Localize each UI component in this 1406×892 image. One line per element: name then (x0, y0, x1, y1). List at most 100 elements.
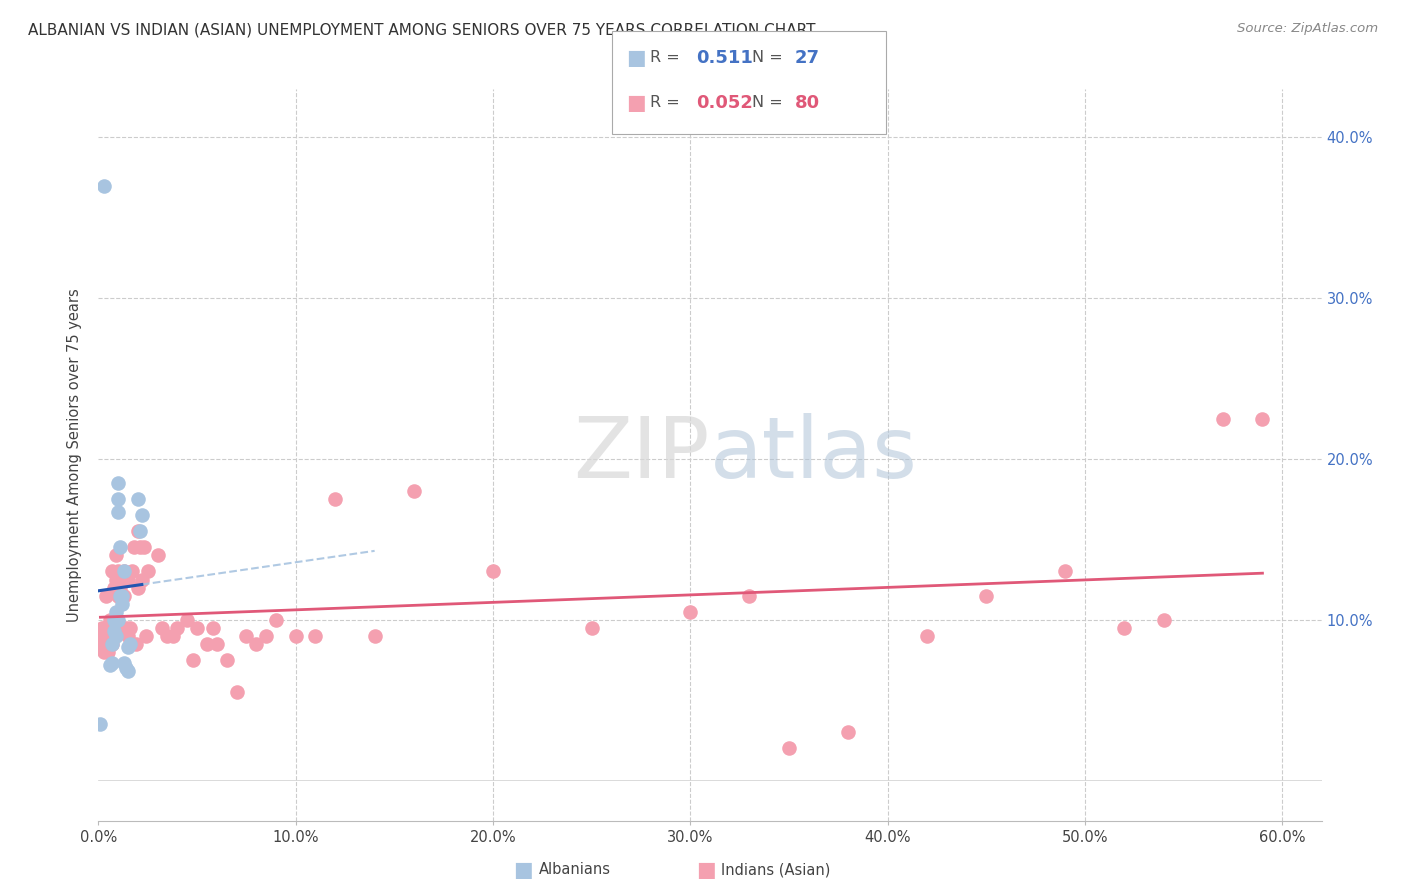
Point (118, 637, 141, 651)
Text: Source: ZipAtlas.com: Source: ZipAtlas.com (1237, 22, 1378, 36)
Point (93, 178, 115, 193)
Point (162, 629, 184, 643)
Point (778, 741, 800, 756)
Point (284, 629, 307, 643)
Text: 80: 80 (794, 94, 820, 112)
Point (105, 613, 128, 627)
Text: 27: 27 (794, 49, 820, 67)
Point (122, 541, 145, 555)
Point (225, 685, 247, 699)
Point (1054, 565, 1077, 579)
Point (105, 549, 128, 563)
Point (235, 629, 257, 643)
Point (125, 637, 148, 651)
Point (103, 621, 125, 635)
Point (363, 629, 385, 643)
Point (103, 613, 125, 627)
Point (974, 589, 997, 603)
Point (96, 589, 118, 603)
Text: ■: ■ (626, 48, 645, 68)
Point (127, 492, 149, 507)
Point (105, 605, 128, 619)
Point (195, 637, 218, 651)
Point (108, 589, 131, 603)
Point (117, 573, 139, 587)
Point (121, 565, 143, 579)
Point (304, 629, 326, 643)
Text: N =: N = (752, 95, 783, 110)
Point (101, 621, 124, 635)
Point (105, 613, 128, 627)
Point (112, 565, 135, 579)
Point (101, 637, 124, 651)
Point (97, 645, 120, 659)
Point (107, 613, 129, 627)
Point (1251, 411, 1274, 425)
Point (107, 476, 129, 491)
Text: ■: ■ (626, 93, 645, 112)
Point (482, 565, 505, 579)
Text: Albanians: Albanians (538, 863, 610, 877)
Text: ALBANIAN VS INDIAN (ASIAN) UNEMPLOYMENT AMONG SENIORS OVER 75 YEARS CORRELATION : ALBANIAN VS INDIAN (ASIAN) UNEMPLOYMENT … (28, 22, 815, 37)
Text: ■: ■ (696, 860, 716, 880)
Point (128, 524, 150, 539)
Point (107, 505, 129, 519)
Point (108, 541, 131, 555)
Point (97, 637, 120, 651)
Point (115, 621, 138, 635)
Point (254, 629, 277, 643)
Text: R =: R = (650, 51, 679, 65)
Text: 0.511: 0.511 (696, 49, 752, 67)
Point (97, 629, 120, 643)
Point (201, 621, 224, 635)
Point (112, 565, 135, 579)
Point (112, 589, 135, 603)
Point (98, 657, 121, 672)
Point (103, 624, 125, 638)
Point (96, 637, 118, 651)
Point (117, 664, 139, 678)
Point (205, 637, 228, 651)
Point (132, 541, 155, 555)
Point (136, 565, 159, 579)
Point (98, 613, 121, 627)
Point (108, 581, 131, 595)
Text: ■: ■ (513, 860, 533, 880)
Point (837, 725, 859, 739)
Point (127, 581, 149, 595)
Point (101, 656, 124, 670)
Point (245, 637, 267, 651)
Point (105, 629, 128, 643)
Point (181, 653, 204, 667)
Point (1153, 613, 1175, 627)
Point (111, 597, 134, 611)
Point (1212, 411, 1234, 425)
Point (679, 605, 702, 619)
Text: ZIP: ZIP (574, 413, 710, 497)
Text: 0.052: 0.052 (696, 94, 752, 112)
Point (111, 589, 134, 603)
Point (107, 589, 129, 603)
Point (117, 640, 139, 654)
Point (93, 645, 115, 659)
Text: R =: R = (650, 95, 679, 110)
Point (150, 621, 173, 635)
Point (146, 549, 169, 563)
Point (135, 629, 157, 643)
Point (323, 492, 346, 507)
Point (215, 653, 238, 667)
Point (105, 573, 128, 587)
Point (98, 637, 121, 651)
Text: Indians (Asian): Indians (Asian) (721, 863, 831, 877)
Point (166, 621, 188, 635)
Point (115, 661, 138, 675)
Point (91, 637, 114, 651)
Point (107, 565, 129, 579)
Point (738, 589, 761, 603)
Point (91, 621, 114, 635)
Point (1114, 621, 1136, 635)
Point (89, 629, 111, 643)
Point (103, 613, 125, 627)
Point (98, 629, 121, 643)
Point (127, 524, 149, 539)
